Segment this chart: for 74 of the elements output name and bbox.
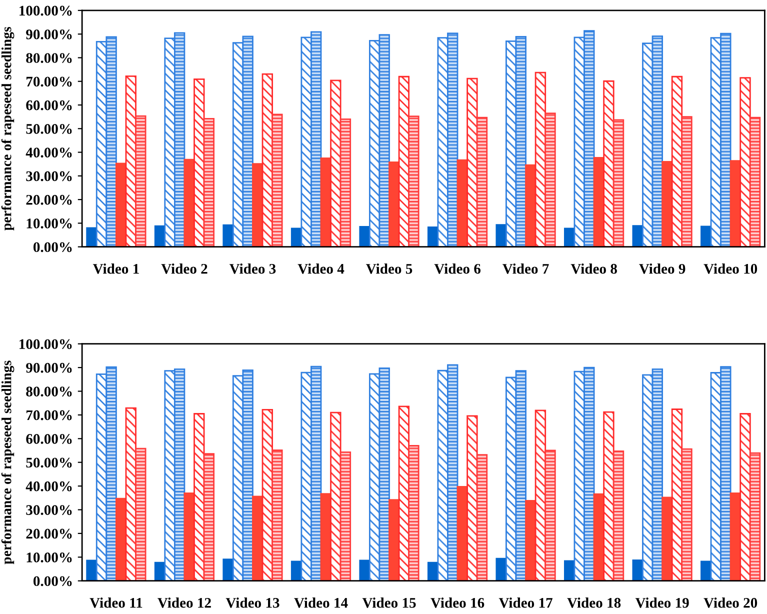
y-tick-label: 60.00% <box>26 100 72 110</box>
y-tick-label: 30.00% <box>26 171 72 182</box>
bar <box>272 114 283 247</box>
y-tick-label: 20.00% <box>26 194 72 205</box>
y-tick-label: 80.00% <box>26 53 72 63</box>
x-tick-label: Video 13 <box>226 598 280 608</box>
x-tick-label: Video 4 <box>298 263 344 274</box>
bar <box>612 450 624 581</box>
bar <box>203 118 215 247</box>
x-tick-label: Video 7 <box>502 263 549 274</box>
bar <box>612 119 624 247</box>
y-tick-label: 100.00% <box>20 339 72 350</box>
bar <box>740 77 751 247</box>
bar <box>544 112 556 247</box>
bar <box>340 118 352 247</box>
bar <box>203 453 215 581</box>
y-axis-title: performance of rapeseed seedlings <box>1 26 14 230</box>
x-tick-label: Video 15 <box>362 598 416 608</box>
x-tick-label: Video 19 <box>635 598 689 608</box>
y-tick-label: 40.00% <box>26 148 72 158</box>
bar <box>194 78 205 247</box>
bar <box>340 451 352 581</box>
bar <box>135 115 146 247</box>
bar <box>466 415 478 581</box>
y-tick-label: 10.00% <box>26 552 72 562</box>
y-tick-label: 50.00% <box>26 458 72 468</box>
y-tick-label: 20.00% <box>26 528 72 539</box>
x-tick-label: Video 5 <box>366 263 412 274</box>
bar <box>476 454 488 581</box>
y-tick-label: 40.00% <box>26 481 72 492</box>
y-tick-label: 60.00% <box>26 434 72 444</box>
y-tick-label: 70.00% <box>26 76 72 87</box>
x-tick-label: Video 6 <box>434 263 481 274</box>
bar <box>603 411 614 581</box>
x-tick-label: Video 17 <box>498 598 552 608</box>
bar <box>330 80 342 247</box>
x-tick-label: Video 14 <box>294 598 348 608</box>
bar <box>135 448 146 581</box>
x-tick-label: Video 8 <box>570 263 617 274</box>
bar <box>749 116 761 247</box>
x-tick-label: Video 20 <box>704 598 758 608</box>
bar <box>408 445 420 581</box>
y-axis-title: performance of rapeseed seedlings <box>1 360 14 564</box>
bar <box>740 413 751 581</box>
bar <box>749 452 761 581</box>
y-tick-label: 90.00% <box>26 362 72 373</box>
y-tick-label: 70.00% <box>26 410 72 420</box>
bar <box>476 116 488 247</box>
y-tick-label: 0.00% <box>33 242 72 252</box>
bar <box>466 78 478 247</box>
bar <box>681 448 692 581</box>
bar <box>681 116 692 247</box>
y-tick-label: 50.00% <box>26 124 72 134</box>
x-tick-label: Video 16 <box>430 598 484 608</box>
bar <box>603 80 614 247</box>
bar <box>544 450 556 581</box>
x-tick-label: Video 12 <box>158 598 211 608</box>
x-tick-label: Video 11 <box>90 598 142 608</box>
y-tick-label: 30.00% <box>26 505 72 516</box>
bar <box>408 116 420 247</box>
y-tick-label: 90.00% <box>26 29 72 40</box>
y-tick-label: 0.00% <box>33 576 72 586</box>
x-tick-label: Video 10 <box>704 263 758 274</box>
y-tick-label: 10.00% <box>26 218 72 228</box>
bar <box>272 450 283 581</box>
x-tick-label: Video 2 <box>161 263 208 274</box>
x-tick-label: Video 1 <box>92 263 139 274</box>
bar <box>330 412 342 581</box>
x-tick-label: Video 18 <box>567 598 621 608</box>
y-tick-label: 80.00% <box>26 386 72 397</box>
y-tick-label: 100.00% <box>20 6 72 16</box>
x-tick-label: Video 3 <box>229 263 276 274</box>
x-tick-label: Video 9 <box>639 263 686 274</box>
bar <box>194 413 205 581</box>
